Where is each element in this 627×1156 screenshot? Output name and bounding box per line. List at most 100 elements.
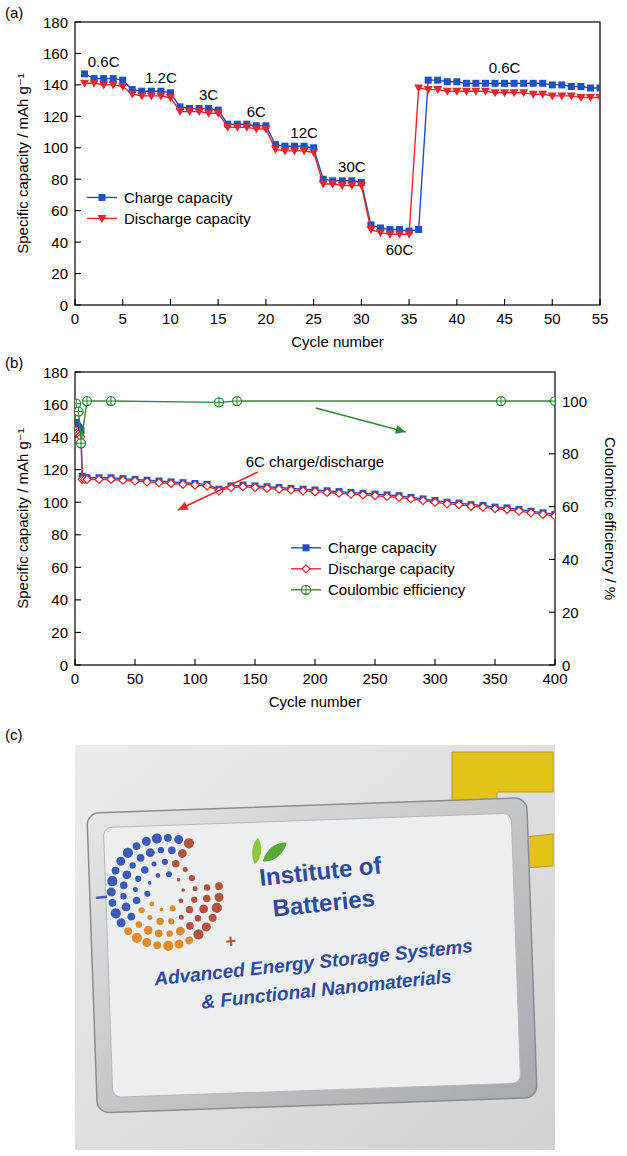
x-tick-label: 40 — [448, 310, 465, 327]
marker-diamond — [311, 488, 319, 496]
y-tick-label: 180 — [43, 14, 68, 31]
marker-circle-cross — [551, 397, 556, 406]
logo-sign: + — [225, 931, 238, 952]
marker-diamond — [443, 500, 451, 508]
marker-diamond — [143, 478, 151, 486]
marker-triangle — [328, 180, 337, 188]
logo-leaf — [251, 838, 263, 865]
marker-circle-cross — [83, 397, 92, 406]
legend-marker — [302, 565, 310, 573]
y-tick-label: 160 — [43, 396, 68, 413]
marker-triangle — [443, 88, 452, 96]
marker-diamond — [455, 501, 463, 509]
x-tick — [170, 299, 171, 305]
logo-dot — [174, 835, 184, 845]
marker-diamond — [551, 512, 555, 520]
legend-marker — [98, 215, 107, 223]
marker-triangle — [309, 149, 318, 157]
y2-tick — [549, 559, 555, 560]
y-tick — [75, 371, 81, 372]
marker-triangle — [510, 89, 519, 97]
logo-dot — [141, 836, 151, 846]
marker-square — [119, 77, 126, 84]
marker-diamond — [287, 486, 295, 494]
logo-dot — [186, 922, 194, 930]
y-tick — [75, 534, 81, 535]
y-tick-label: 20 — [51, 624, 68, 641]
x-tick-label: 55 — [592, 310, 609, 327]
x-tick-label: 200 — [302, 670, 327, 687]
marker-square — [425, 77, 432, 84]
logo-dot — [107, 876, 118, 887]
marker-square — [597, 85, 601, 92]
x-tick — [599, 299, 600, 305]
marker-square — [539, 80, 546, 87]
marker-circle — [75, 407, 83, 416]
marker-triangle — [290, 147, 299, 155]
marker-triangle — [300, 147, 309, 155]
legend-label: Charge capacity — [124, 189, 233, 206]
marker-triangle — [233, 124, 242, 132]
marker-triangle — [261, 125, 270, 133]
marker-triangle — [576, 94, 585, 102]
marker-square — [549, 81, 556, 88]
logo-dot — [179, 914, 184, 919]
logo-dot — [166, 930, 173, 937]
logo-sign: − — [94, 884, 109, 910]
logo-dot — [174, 939, 184, 949]
logo-dot — [203, 894, 211, 902]
logo-dot — [116, 856, 126, 866]
marker-square — [81, 70, 88, 77]
marker-circle — [233, 397, 242, 406]
legend-label: Discharge capacity — [328, 560, 455, 577]
y-tick — [75, 273, 81, 274]
marker-square — [110, 75, 117, 82]
y2-tick-label: 0 — [562, 657, 570, 674]
marker-triangle — [414, 85, 423, 93]
y-tick-label: 100 — [43, 139, 68, 156]
marker-diamond — [107, 475, 115, 483]
y2-axis-title: Coulombic efficiency / % — [602, 437, 619, 600]
x-tick — [409, 299, 410, 305]
x-tick-label: 100 — [182, 670, 207, 687]
logo-dot — [129, 862, 136, 869]
marker-square — [520, 80, 527, 87]
marker-cross — [305, 585, 306, 594]
marker-triangle — [386, 231, 395, 239]
logo-dot — [162, 858, 169, 865]
plot-area — [75, 397, 555, 521]
logo-dot — [194, 915, 201, 922]
annotation: 1.2C — [145, 69, 177, 86]
marker-triangle — [214, 110, 223, 118]
marker-diamond — [419, 497, 427, 505]
logo-dot — [183, 838, 194, 849]
annotation: 12C — [290, 124, 318, 141]
marker-circle-cross — [233, 397, 242, 406]
logo: −+Institute ofBatteriesAdvanced Energy S… — [89, 802, 477, 1023]
y2-tick — [549, 612, 555, 613]
annotation: 30C — [338, 158, 366, 175]
marker-diamond — [395, 493, 403, 501]
marker-triangle — [491, 89, 500, 97]
y-tick — [75, 632, 81, 633]
annotation: 6C — [247, 103, 266, 120]
legend-marker — [302, 585, 311, 594]
marker-square — [434, 77, 441, 84]
marker-diamond — [323, 488, 331, 496]
figure: 0204060801001201401601800510152025303540… — [0, 0, 627, 1156]
logo-dot — [122, 870, 132, 880]
marker-triangle — [204, 110, 213, 118]
x-tick — [552, 299, 553, 305]
marker-circle — [215, 398, 224, 407]
marker-triangle — [471, 88, 480, 96]
marker-square — [482, 80, 489, 87]
arrow-line — [316, 408, 406, 432]
marker-triangle — [338, 182, 347, 190]
marker-triangle — [557, 92, 566, 100]
logo-leaf — [261, 842, 289, 862]
pouch-label-area — [103, 813, 520, 1097]
marker-triangle — [433, 86, 442, 94]
x-tick-label: 150 — [242, 670, 267, 687]
marker-diamond — [251, 484, 259, 492]
logo-dot — [178, 849, 188, 859]
